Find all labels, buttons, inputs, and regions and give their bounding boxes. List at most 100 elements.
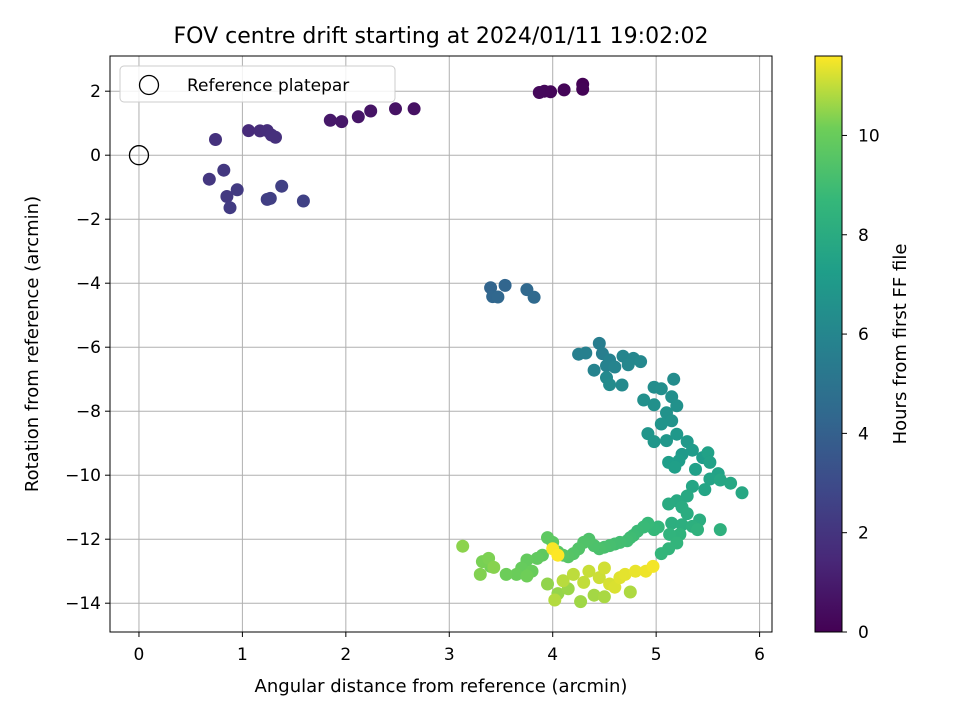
data-point <box>634 355 648 369</box>
data-point <box>389 102 402 116</box>
data-point <box>556 574 570 588</box>
data-point <box>685 443 699 457</box>
data-point <box>407 102 421 116</box>
data-point <box>668 460 682 474</box>
data-point <box>603 378 617 392</box>
data-point <box>541 577 554 591</box>
x-tick-label: 5 <box>651 645 662 665</box>
data-point <box>499 567 513 581</box>
y-tick-label: −12 <box>65 530 101 550</box>
data-points <box>202 77 749 609</box>
colorbar-tick-label: 8 <box>858 226 869 246</box>
data-point <box>541 531 554 545</box>
data-point <box>551 548 565 562</box>
data-point <box>597 590 611 604</box>
data-point <box>670 427 684 441</box>
data-point <box>491 290 505 304</box>
legend-marker-circle-icon <box>138 74 160 96</box>
x-tick-label: 3 <box>444 645 455 665</box>
y-axis-ticks: 2 0 −2 −4 −6 −8 −10 −12 −14 <box>65 82 110 614</box>
legend-label: Reference platepar <box>187 76 349 96</box>
data-point <box>557 83 571 97</box>
legend-box <box>119 65 396 103</box>
data-point <box>637 393 651 407</box>
colorbar-tick-label: 10 <box>858 126 880 146</box>
y-tick-label: −2 <box>76 210 101 230</box>
x-axis-label: Angular distance from reference (arcmin) <box>255 676 628 697</box>
data-point <box>662 497 676 511</box>
data-point <box>456 539 470 553</box>
y-tick-label: 2 <box>90 82 101 102</box>
data-point <box>646 559 660 573</box>
reference-marker <box>128 145 150 166</box>
data-point <box>618 567 632 581</box>
data-point <box>654 417 668 431</box>
y-tick-label: −6 <box>76 338 101 358</box>
legend: Reference platepar <box>119 65 396 103</box>
data-point <box>592 336 606 350</box>
data-point <box>217 163 231 177</box>
data-point <box>566 567 580 581</box>
data-point <box>654 382 668 396</box>
data-point <box>654 547 668 561</box>
data-point <box>670 399 684 413</box>
data-point <box>530 551 544 565</box>
colorbar-tick-label: 4 <box>858 424 869 444</box>
reference-platepar-point <box>128 145 150 166</box>
y-tick-label: 0 <box>90 146 101 166</box>
data-point <box>592 571 606 585</box>
data-point <box>532 86 546 99</box>
colorbar-gradient <box>814 55 843 633</box>
data-point <box>230 183 244 197</box>
data-point <box>296 194 310 208</box>
x-tick-label: 2 <box>340 645 351 665</box>
data-point <box>667 372 681 386</box>
chart-title: FOV centre drift starting at 2024/01/11 … <box>174 24 709 49</box>
data-point <box>621 358 635 372</box>
data-point <box>689 462 702 476</box>
data-point <box>576 82 590 96</box>
colorbar-ticks: 0 2 4 6 8 10 <box>842 126 880 643</box>
data-point <box>703 455 717 469</box>
data-point <box>647 398 661 412</box>
y-axis-label: Rotation from reference (arcmin) <box>22 196 43 492</box>
data-point <box>735 486 749 500</box>
x-tick-label: 0 <box>134 645 145 665</box>
data-point <box>597 561 611 575</box>
data-point <box>498 278 512 292</box>
data-point <box>680 507 694 521</box>
colorbar: 0 2 4 6 8 10 Hours from first FF file <box>814 55 911 643</box>
data-point <box>242 124 256 138</box>
data-point <box>629 564 642 578</box>
data-point <box>202 172 216 186</box>
data-point <box>680 489 694 503</box>
data-point <box>351 110 365 124</box>
data-point <box>582 564 596 578</box>
data-point <box>665 516 679 530</box>
y-tick-label: −4 <box>76 274 101 294</box>
colorbar-tick-label: 6 <box>858 325 869 345</box>
data-point <box>269 130 282 144</box>
x-tick-label: 1 <box>237 645 248 665</box>
data-point <box>713 523 727 537</box>
data-point <box>223 201 237 215</box>
data-point <box>520 569 534 583</box>
x-axis-ticks: 0 1 2 3 4 5 6 <box>134 632 765 665</box>
data-point <box>724 476 738 490</box>
x-tick-label: 4 <box>547 645 558 665</box>
data-point <box>647 435 661 449</box>
data-point <box>473 567 487 581</box>
data-point <box>574 595 588 609</box>
plot-frame <box>109 55 773 633</box>
colorbar-tick-label: 2 <box>858 524 869 544</box>
colorbar-tick-label: 0 <box>858 623 869 643</box>
data-point <box>548 593 562 607</box>
y-tick-label: −14 <box>65 594 101 614</box>
data-point <box>665 414 679 428</box>
data-point <box>577 575 591 589</box>
data-point <box>703 472 717 486</box>
data-point <box>587 588 601 602</box>
y-tick-label: −8 <box>76 402 101 422</box>
data-point <box>685 479 699 493</box>
